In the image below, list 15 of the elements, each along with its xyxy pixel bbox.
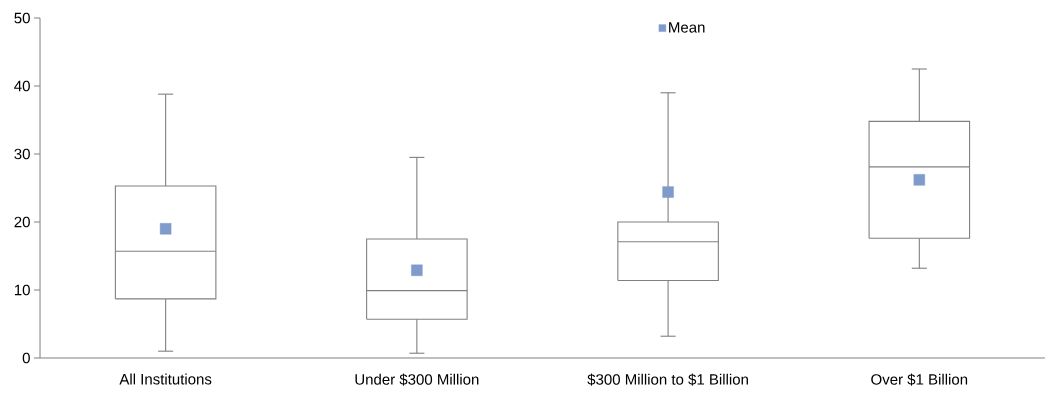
x-tick-label: Over $1 Billion [871, 373, 968, 386]
x-tick-label: Under $300 Million [355, 373, 479, 386]
point [411, 264, 423, 276]
y-tick-label: 0 [22, 352, 30, 364]
y-tick-label: 50 [14, 12, 30, 24]
x-tick-label: All Institutions [119, 373, 212, 385]
y-tick-label: 40 [14, 80, 30, 92]
x-tick-label: $300 Million to $1 Billion [587, 373, 748, 386]
y-tick-label: 10 [14, 284, 30, 296]
y-tick-label: 20 [14, 216, 30, 228]
legend-label: Mean [669, 22, 705, 33]
point [159, 223, 172, 235]
point [662, 186, 674, 198]
y-tick-label: 30 [14, 148, 30, 160]
point [913, 174, 926, 186]
